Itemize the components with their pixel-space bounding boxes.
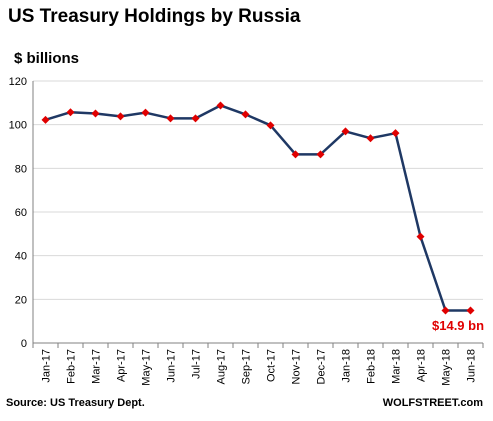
series-line — [45, 104, 471, 312]
data-point — [266, 121, 275, 130]
data-point — [416, 232, 425, 241]
x-tick-label: Feb-18 — [366, 349, 378, 384]
y-tick-label: 0 — [21, 338, 27, 350]
y-axis-label: $ billions — [14, 50, 80, 67]
data-point — [291, 150, 300, 159]
x-tick-label: May-18 — [441, 349, 453, 386]
x-tick-label: Jul-17 — [191, 349, 203, 379]
data-point — [91, 109, 100, 118]
x-tick-label: Nov-17 — [291, 349, 303, 384]
data-point — [366, 134, 375, 143]
data-point — [66, 108, 75, 117]
x-tick-label: Apr-18 — [416, 349, 428, 382]
x-tick-label: May-17 — [141, 349, 153, 386]
y-tick-label: 120 — [9, 76, 27, 88]
data-point — [391, 129, 400, 138]
x-tick-label: Jan-17 — [41, 349, 53, 383]
x-tick-label: Mar-18 — [391, 349, 403, 384]
x-tick-label: Jan-18 — [341, 349, 353, 383]
data-point — [216, 101, 225, 110]
y-tick-label: 80 — [15, 163, 27, 175]
x-tick-label: Jun-17 — [166, 349, 178, 383]
x-tick-label: Sep-17 — [241, 349, 253, 384]
data-point — [341, 127, 350, 136]
data-point — [41, 115, 50, 124]
x-tick-label: Oct-17 — [266, 349, 278, 382]
y-tick-label: 20 — [15, 294, 27, 306]
data-point — [241, 110, 250, 119]
x-tick-label: Feb-17 — [66, 349, 78, 384]
data-point — [166, 114, 175, 123]
data-point — [116, 112, 125, 121]
x-tick-label: Dec-17 — [316, 349, 328, 384]
data-point — [191, 114, 200, 123]
data-point — [441, 306, 450, 315]
y-tick-label: 100 — [9, 120, 27, 132]
x-tick-label: Aug-17 — [216, 349, 228, 384]
credit-note: WOLFSTREET.com — [382, 397, 483, 409]
data-point — [316, 150, 325, 159]
y-tick-label: 60 — [15, 207, 27, 219]
x-tick-label: Apr-17 — [116, 349, 128, 382]
data-point — [466, 306, 475, 315]
x-tick-label: Mar-17 — [91, 349, 103, 384]
source-note: Source: US Treasury Dept. — [6, 397, 145, 409]
chart-title: US Treasury Holdings by Russia — [8, 6, 301, 27]
last-value-annotation: $14.9 bn — [432, 318, 485, 333]
y-tick-label: 40 — [15, 251, 27, 263]
x-tick-label: Jun-18 — [466, 349, 478, 383]
data-point — [141, 108, 150, 117]
